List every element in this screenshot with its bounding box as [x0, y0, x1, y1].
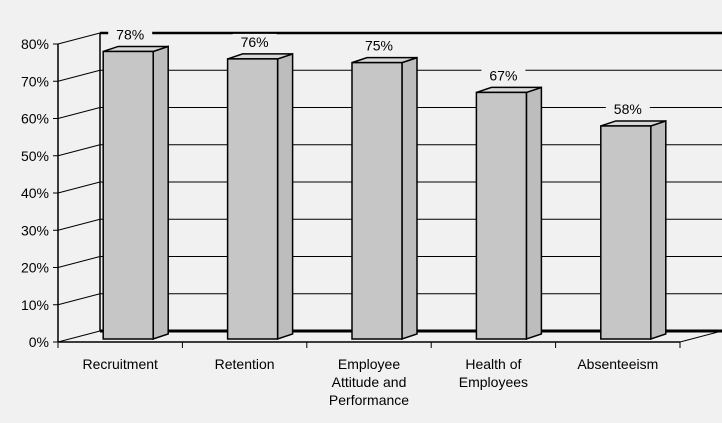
side-wall-gridline — [57, 32, 101, 45]
category-label-line: Recruitment — [82, 356, 158, 372]
category-label: Recruitment — [82, 356, 158, 372]
side-wall-gridline — [57, 181, 101, 194]
category-label: Absenteeism — [577, 356, 658, 372]
bar-front — [600, 125, 652, 340]
category-label-line: Health of — [465, 356, 521, 372]
data-label-bg — [357, 37, 401, 55]
bar — [102, 45, 169, 341]
bar-front — [102, 50, 154, 340]
y-tick-label: 30% — [21, 222, 49, 238]
y-tick-label: 70% — [21, 73, 49, 89]
category-label-line: Retention — [215, 356, 275, 372]
y-tick-label: 60% — [21, 111, 49, 127]
side-wall-gridline — [57, 256, 101, 268]
data-label: 78% — [116, 26, 144, 42]
data-label: 58% — [614, 101, 642, 117]
bar-side — [276, 52, 294, 341]
y-tick-label: 50% — [21, 148, 49, 164]
y-tick-label: 40% — [21, 185, 49, 201]
data-label: 75% — [365, 38, 393, 54]
side-wall-gridline — [57, 330, 101, 343]
category-label-line: Employee — [338, 356, 400, 372]
floor-right-edge — [679, 330, 722, 343]
bar — [600, 119, 667, 341]
side-wall-gridline — [57, 293, 101, 306]
bar-side — [650, 119, 667, 341]
data-label-bg — [481, 67, 526, 85]
bar-side — [525, 86, 543, 341]
side-wall-gridline — [57, 69, 101, 82]
category-label: Retention — [215, 356, 275, 372]
bar-side — [152, 45, 169, 341]
side-wall-gridline — [57, 218, 101, 231]
data-label-bg — [108, 26, 153, 44]
side-wall-gridline — [57, 144, 101, 157]
category-label-line: Employees — [459, 374, 528, 390]
bar-front — [226, 58, 279, 340]
data-label-bg — [605, 100, 650, 118]
bar-side — [401, 56, 418, 341]
y-tick-label: 80% — [21, 36, 49, 52]
data-label: 76% — [241, 34, 269, 50]
bar — [351, 56, 418, 341]
data-label: 67% — [489, 67, 517, 83]
bar-front — [351, 61, 403, 340]
category-label-line: Absenteeism — [577, 356, 658, 372]
labels: 0% 10% 20% 30% 40% 50% 60% 70% 80% 78% Recruitment… — [21, 26, 658, 408]
side-wall-gridline — [57, 107, 101, 119]
data-label-bg — [232, 33, 277, 51]
bar — [475, 86, 543, 341]
category-label-line: Performance — [329, 392, 409, 408]
y-tick-label: 10% — [21, 297, 49, 313]
category-label: Health of Employees — [459, 356, 528, 390]
y-tick-label: 0% — [29, 334, 49, 350]
bar-front — [475, 91, 528, 340]
bars — [102, 45, 667, 341]
category-label: Employee Attitude and Performance — [329, 356, 409, 408]
category-label-line: Attitude and — [332, 374, 407, 390]
bar — [226, 52, 294, 341]
y-tick-label: 20% — [21, 260, 49, 276]
